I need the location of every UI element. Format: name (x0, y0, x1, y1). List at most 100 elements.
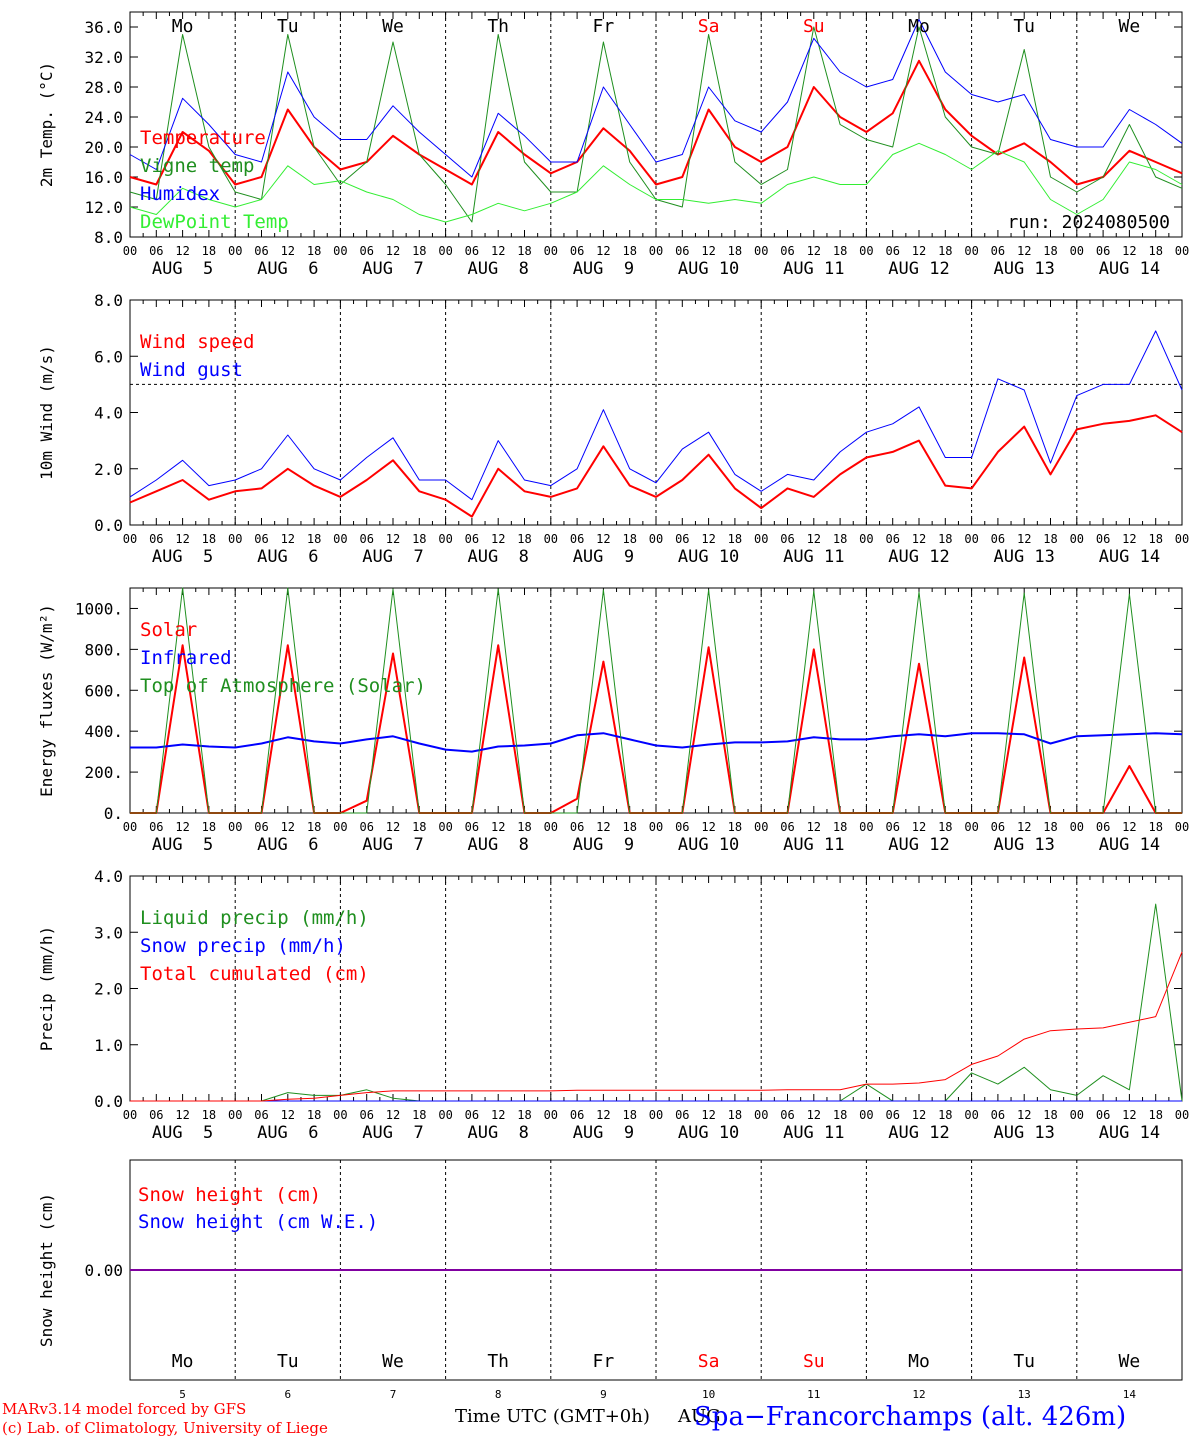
hour-tick-label: 06 (675, 244, 689, 258)
hour-tick-label: 00 (333, 532, 347, 546)
hour-tick-label: 18 (728, 244, 742, 258)
hour-tick-label: 18 (517, 244, 531, 258)
hour-tick-label: 06 (570, 1108, 584, 1122)
hour-tick-label: 00 (544, 820, 558, 834)
y-tick-label: 4.0 (94, 404, 123, 423)
hour-tick-label: 00 (228, 532, 242, 546)
hour-tick-label: 00 (859, 244, 873, 258)
hour-tick-label: 06 (465, 820, 479, 834)
hour-tick-label: 18 (202, 1108, 216, 1122)
y-tick-label: 0.00 (84, 1261, 123, 1280)
date-label: AUG 6 (257, 1123, 318, 1143)
hour-tick-label: 00 (859, 532, 873, 546)
date-label: AUG 8 (467, 259, 528, 279)
date-label: AUG 11 (783, 1123, 844, 1143)
hour-tick-label: 18 (833, 532, 847, 546)
hour-tick-label: 12 (596, 1108, 610, 1122)
hour-tick-label: 00 (1070, 532, 1084, 546)
panel-4: 00 06 12 18 00 06 12 18 00 06 12 18 00 06 12 18 00 06 12 18… (37, 867, 1189, 1143)
hour-tick-label: 06 (991, 1108, 1005, 1122)
hour-tick-label: 12 (912, 244, 926, 258)
series-top-of-atmosphere-solar (130, 587, 1182, 814)
hour-tick-label: 18 (517, 820, 531, 834)
hour-tick-label: 00 (333, 244, 347, 258)
hour-tick-label: 06 (149, 1108, 163, 1122)
hour-tick-label: 18 (622, 1108, 636, 1122)
hour-tick-label: 06 (675, 532, 689, 546)
hour-tick-label: 12 (491, 820, 505, 834)
hour-tick-label: 12 (491, 1108, 505, 1122)
weekday-label: Mo (172, 1351, 194, 1372)
hour-tick-label: 12 (1017, 532, 1031, 546)
hour-tick-label: 00 (1175, 244, 1189, 258)
hour-tick-label: 00 (438, 244, 452, 258)
weekday-label: Sa (698, 16, 720, 37)
hour-tick-label: 12 (807, 244, 821, 258)
hour-tick-label: 00 (228, 820, 242, 834)
date-label: AUG 12 (888, 1123, 949, 1143)
hour-tick-label: 00 (754, 244, 768, 258)
hour-tick-label: 06 (149, 244, 163, 258)
hour-tick-label: 00 (1070, 1108, 1084, 1122)
day-number-label: 13 (1018, 1388, 1031, 1401)
hour-tick-label: 12 (386, 244, 400, 258)
legend-entry: Vigne temp (140, 155, 254, 177)
date-label: AUG 14 (1099, 1123, 1160, 1143)
series-infrared (130, 732, 1183, 753)
hour-tick-label: 12 (386, 1108, 400, 1122)
date-label: AUG 5 (152, 259, 213, 279)
hour-tick-label: 00 (859, 1108, 873, 1122)
date-label: AUG 13 (993, 547, 1054, 567)
weekday-label: Tu (277, 1351, 299, 1372)
date-label: AUG 5 (152, 835, 213, 855)
hour-tick-label: 06 (675, 820, 689, 834)
weekday-label: Mo (908, 16, 930, 37)
hour-tick-label: 00 (964, 532, 978, 546)
hour-tick-label: 12 (281, 1108, 295, 1122)
y-tick-label: 8.0 (94, 228, 123, 247)
y-tick-label: 36.0 (84, 18, 123, 37)
hour-tick-label: 00 (649, 532, 663, 546)
panel-2: 00 06 12 18 00 06 12 18 00 06 12 18 00 06 12 18 00 06 12 18… (37, 291, 1189, 567)
hour-tick-label: 18 (1148, 244, 1162, 258)
legend-entry: Wind speed (140, 331, 254, 353)
hour-tick-label: 18 (833, 244, 847, 258)
hour-tick-label: 18 (833, 1108, 847, 1122)
hour-tick-label: 06 (359, 1108, 373, 1122)
series-wind-speed (129, 414, 1183, 518)
hour-tick-label: 18 (202, 244, 216, 258)
date-label: AUG 14 (1099, 259, 1160, 279)
y-tick-label: 28.0 (84, 78, 123, 97)
hour-tick-label: 12 (912, 532, 926, 546)
hour-tick-label: 00 (754, 1108, 768, 1122)
hour-tick-label: 00 (123, 532, 137, 546)
hour-tick-label: 12 (281, 820, 295, 834)
hour-tick-label: 06 (570, 532, 584, 546)
hour-tick-label: 18 (622, 532, 636, 546)
hour-tick-label: 18 (728, 1108, 742, 1122)
time-axis-month: AUG (678, 1406, 721, 1427)
hour-tick-label: 12 (386, 532, 400, 546)
y-tick-label: 0.0 (94, 516, 123, 535)
legend-entry: Snow height (cm) (138, 1184, 321, 1206)
hour-tick-label: 18 (622, 244, 636, 258)
hour-tick-label: 00 (964, 244, 978, 258)
date-label: AUG 13 (993, 835, 1054, 855)
weekday-label: Tu (277, 16, 299, 37)
weekday-label: We (382, 16, 404, 37)
legend-entry: Wind gust (140, 359, 243, 381)
hour-tick-label: 12 (596, 244, 610, 258)
hour-tick-label: 18 (412, 1108, 426, 1122)
hour-tick-label: 12 (175, 820, 189, 834)
hour-tick-label: 00 (544, 244, 558, 258)
y-axis-label: 10m Wind (m/s) (37, 345, 56, 480)
hour-tick-label: 00 (438, 532, 452, 546)
y-tick-label: 8.0 (94, 291, 123, 310)
weekday-label: Sa (698, 1351, 720, 1372)
day-number-label: 12 (912, 1388, 925, 1401)
weekday-label: Th (487, 1351, 509, 1372)
series-total-cumulated-cm (130, 951, 1183, 1102)
y-tick-label: 24.0 (84, 108, 123, 127)
model-credit-line1: MARv3.14 model forced by GFS (2, 1400, 247, 1418)
hour-tick-label: 18 (833, 820, 847, 834)
